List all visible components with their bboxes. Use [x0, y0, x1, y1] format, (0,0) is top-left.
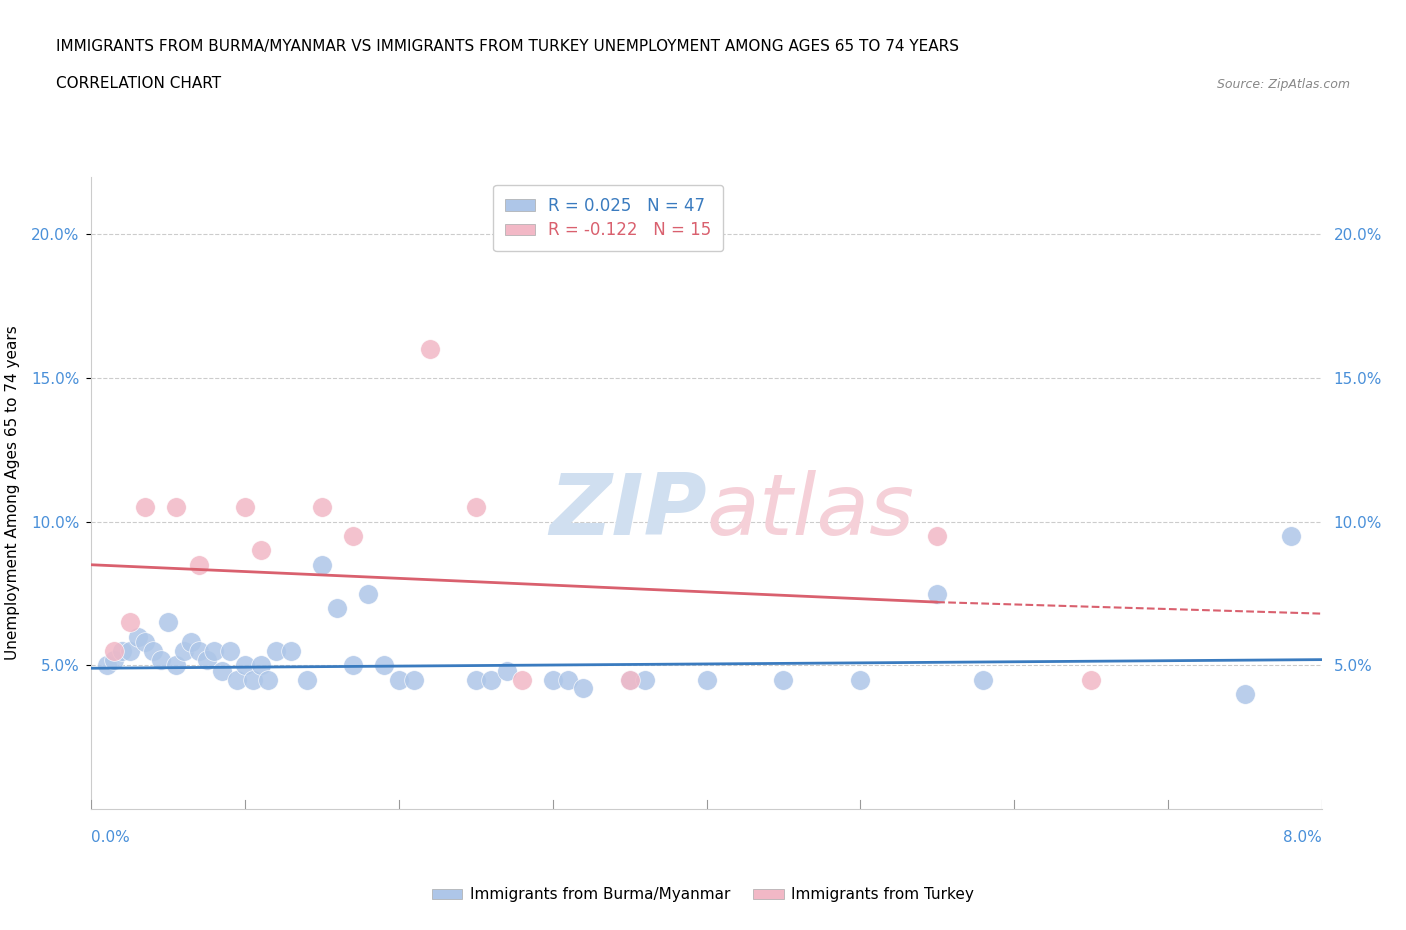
Point: [311, 557, 333, 572]
Point: [195, 652, 218, 667]
Point: [419, 341, 441, 356]
Point: [188, 557, 211, 572]
Point: [619, 672, 641, 687]
Point: [1233, 686, 1256, 701]
Point: [479, 672, 502, 687]
Point: [249, 658, 271, 672]
Point: [127, 630, 149, 644]
Point: [510, 672, 533, 687]
Point: [326, 601, 349, 616]
Point: [464, 499, 486, 514]
Point: [342, 658, 364, 672]
Point: [1279, 528, 1302, 543]
Point: [103, 644, 125, 658]
Point: [173, 644, 195, 658]
Point: [165, 658, 187, 672]
Point: [280, 644, 302, 658]
Point: [572, 681, 595, 696]
Text: CORRELATION CHART: CORRELATION CHART: [56, 76, 221, 91]
Point: [134, 635, 156, 650]
Point: [218, 644, 240, 658]
Point: [202, 644, 225, 658]
Y-axis label: Unemployment Among Ages 65 to 74 years: Unemployment Among Ages 65 to 74 years: [6, 326, 20, 660]
Point: [464, 672, 486, 687]
Point: [1080, 672, 1102, 687]
Point: [96, 658, 118, 672]
Point: [226, 672, 249, 687]
Point: [149, 652, 172, 667]
Point: [619, 672, 641, 687]
Text: Source: ZipAtlas.com: Source: ZipAtlas.com: [1216, 78, 1350, 91]
Point: [233, 499, 256, 514]
Point: [249, 543, 271, 558]
Point: [404, 672, 426, 687]
Point: [211, 664, 233, 679]
Point: [357, 586, 380, 601]
Point: [342, 528, 364, 543]
Point: [180, 635, 202, 650]
Legend: Immigrants from Burma/Myanmar, Immigrants from Turkey: Immigrants from Burma/Myanmar, Immigrant…: [426, 882, 980, 909]
Point: [849, 672, 872, 687]
Point: [972, 672, 994, 687]
Text: 0.0%: 0.0%: [91, 830, 131, 844]
Point: [772, 672, 794, 687]
Point: [388, 672, 411, 687]
Point: [242, 672, 264, 687]
Point: [557, 672, 579, 687]
Point: [118, 615, 141, 630]
Point: [257, 672, 280, 687]
Point: [118, 644, 141, 658]
Point: [165, 499, 187, 514]
Point: [134, 499, 156, 514]
Text: IMMIGRANTS FROM BURMA/MYANMAR VS IMMIGRANTS FROM TURKEY UNEMPLOYMENT AMONG AGES : IMMIGRANTS FROM BURMA/MYANMAR VS IMMIGRA…: [56, 39, 959, 54]
Point: [927, 528, 949, 543]
Point: [695, 672, 717, 687]
Text: 8.0%: 8.0%: [1282, 830, 1322, 844]
Point: [142, 644, 165, 658]
Point: [103, 652, 125, 667]
Text: ZIP: ZIP: [548, 471, 706, 553]
Point: [495, 664, 517, 679]
Point: [157, 615, 180, 630]
Point: [295, 672, 318, 687]
Point: [634, 672, 657, 687]
Point: [927, 586, 949, 601]
Point: [373, 658, 395, 672]
Point: [541, 672, 564, 687]
Text: atlas: atlas: [706, 471, 914, 553]
Point: [311, 499, 333, 514]
Point: [111, 644, 134, 658]
Point: [233, 658, 256, 672]
Point: [264, 644, 287, 658]
Legend: R = 0.025   N = 47, R = -0.122   N = 15: R = 0.025 N = 47, R = -0.122 N = 15: [494, 185, 723, 251]
Point: [188, 644, 211, 658]
